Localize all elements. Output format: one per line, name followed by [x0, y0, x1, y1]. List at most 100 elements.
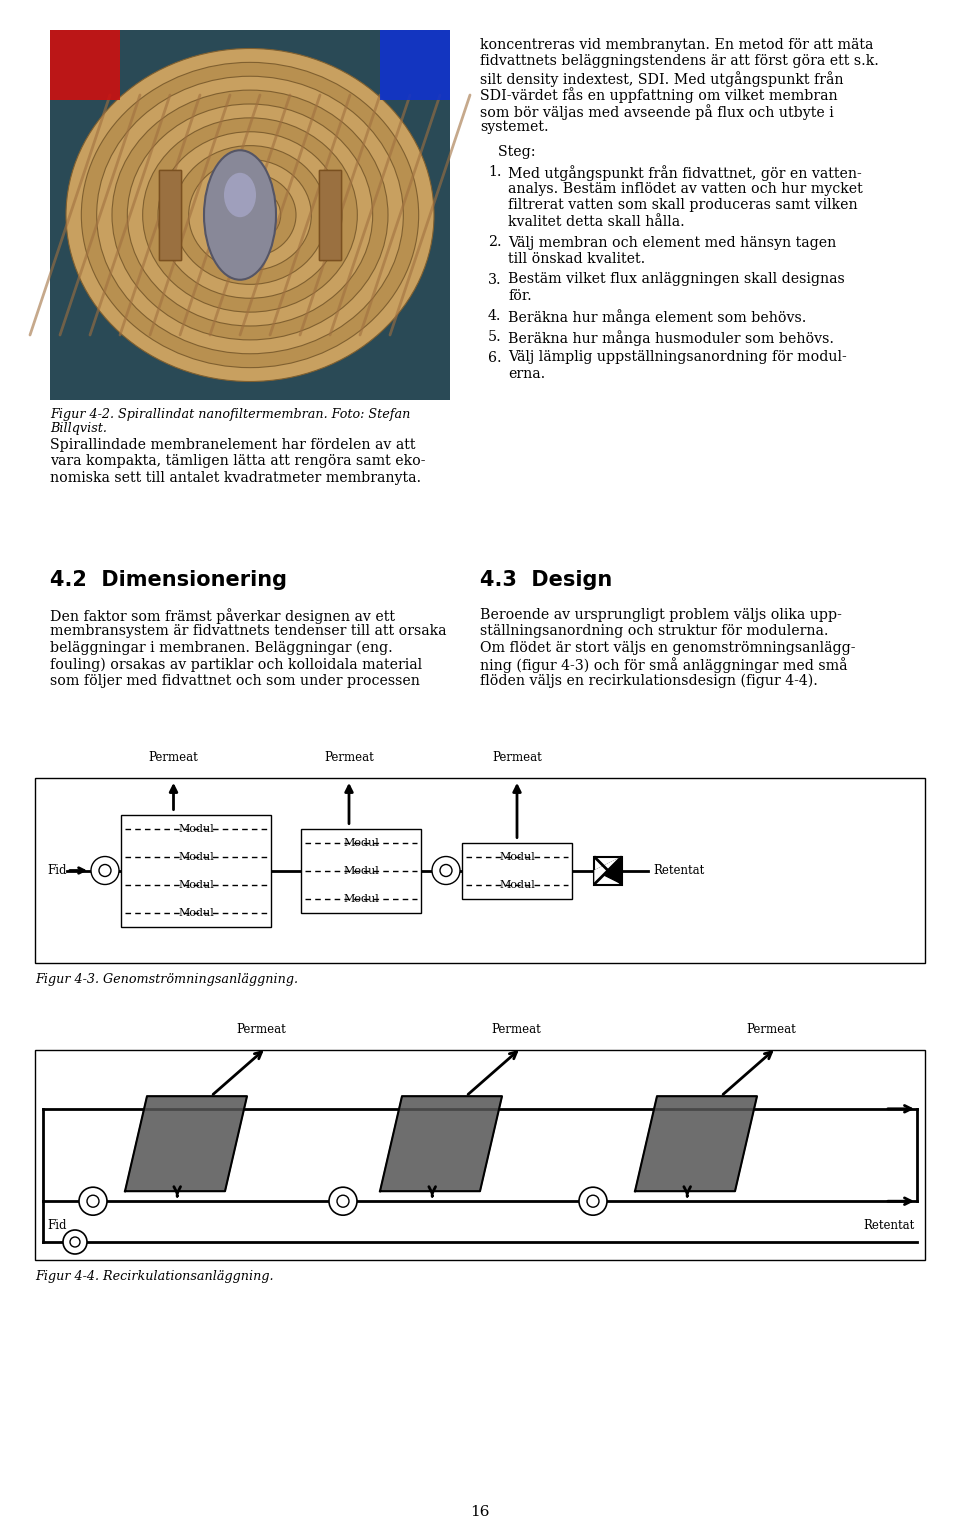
Text: filtrerat vatten som skall produceras samt vilken: filtrerat vatten som skall produceras sa… — [508, 198, 857, 212]
Text: 5.: 5. — [488, 331, 502, 344]
Polygon shape — [319, 171, 341, 261]
Text: fidvattnets beläggningstendens är att först göra ett s.k.: fidvattnets beläggningstendens är att fö… — [480, 55, 878, 69]
Text: Bestäm vilket flux anläggningen skall designas: Bestäm vilket flux anläggningen skall de… — [508, 273, 845, 287]
Circle shape — [87, 1195, 99, 1207]
Ellipse shape — [204, 174, 296, 256]
Text: Permeat: Permeat — [236, 1023, 286, 1036]
Polygon shape — [159, 171, 181, 261]
Circle shape — [63, 1230, 87, 1254]
Text: Fid: Fid — [47, 1219, 66, 1233]
Ellipse shape — [189, 160, 311, 270]
Ellipse shape — [143, 117, 357, 312]
Bar — [50, 30, 450, 399]
Text: Steg:: Steg: — [480, 145, 536, 158]
Bar — [35, 1050, 925, 1260]
Text: 6.: 6. — [488, 351, 502, 364]
Text: Fid: Fid — [47, 864, 66, 876]
Circle shape — [440, 864, 452, 876]
Text: 1.: 1. — [488, 166, 501, 180]
Ellipse shape — [128, 104, 372, 326]
Text: erna.: erna. — [508, 367, 545, 381]
Text: koncentreras vid membranytan. En metod för att mäta: koncentreras vid membranytan. En metod f… — [480, 38, 874, 52]
Polygon shape — [380, 1096, 502, 1192]
Ellipse shape — [112, 90, 388, 340]
Text: analys. Bestäm inflödet av vatten och hur mycket: analys. Bestäm inflödet av vatten och hu… — [508, 181, 863, 197]
Text: Beroende av ursprungligt problem väljs olika upp-: Beroende av ursprungligt problem väljs o… — [480, 608, 842, 622]
Text: ning (figur 4-3) och för små anläggningar med små: ning (figur 4-3) och för små anläggninga… — [480, 657, 848, 674]
Text: för.: för. — [508, 290, 532, 303]
Text: Om flödet är stort väljs en genomströmningsanlägg-: Om flödet är stort väljs en genomströmni… — [480, 642, 855, 655]
Text: Figur 4-4. Recirkulationsanläggning.: Figur 4-4. Recirkulationsanläggning. — [35, 1269, 274, 1283]
Text: Modul: Modul — [343, 866, 379, 875]
Text: 4.: 4. — [488, 309, 501, 323]
Circle shape — [579, 1187, 607, 1215]
Text: Modul: Modul — [343, 838, 379, 847]
Circle shape — [432, 856, 460, 884]
Text: Figur 4-3. Genomströmningsanläggning.: Figur 4-3. Genomströmningsanläggning. — [35, 972, 298, 986]
Text: 3.: 3. — [488, 273, 502, 287]
Text: Välj membran och element med hänsyn tagen: Välj membran och element med hänsyn tage… — [508, 236, 836, 250]
Text: Permeat: Permeat — [149, 751, 199, 764]
Bar — [50, 30, 120, 101]
Ellipse shape — [82, 62, 419, 367]
Text: Permeat: Permeat — [746, 1023, 796, 1036]
Ellipse shape — [158, 131, 342, 299]
Text: Beräkna hur många husmoduler som behövs.: Beräkna hur många husmoduler som behövs. — [508, 331, 834, 346]
Bar — [301, 829, 421, 913]
Text: Modul: Modul — [179, 907, 214, 917]
Text: flöden väljs en recirkulationsdesign (figur 4-4).: flöden väljs en recirkulationsdesign (fi… — [480, 674, 818, 689]
Polygon shape — [319, 171, 341, 261]
Text: Modul: Modul — [179, 852, 214, 861]
Text: till önskad kvalitet.: till önskad kvalitet. — [508, 251, 645, 267]
Polygon shape — [595, 858, 621, 884]
Text: kvalitet detta skall hålla.: kvalitet detta skall hålla. — [508, 215, 684, 229]
Text: Permeat: Permeat — [324, 751, 373, 764]
Text: ställningsanordning och struktur för modulerna.: ställningsanordning och struktur för mod… — [480, 625, 828, 639]
Ellipse shape — [97, 76, 403, 354]
Text: Modul: Modul — [499, 852, 535, 861]
Text: 4.3  Design: 4.3 Design — [480, 570, 612, 590]
Text: Figur 4-2. Spirallindat nanofiltermembran. Foto: Stefan: Figur 4-2. Spirallindat nanofiltermembra… — [50, 408, 410, 421]
Ellipse shape — [219, 187, 280, 242]
Polygon shape — [125, 1096, 247, 1192]
Text: membransystem är fidvattnets tendenser till att orsaka: membransystem är fidvattnets tendenser t… — [50, 625, 446, 639]
Text: 4.2  Dimensionering: 4.2 Dimensionering — [50, 570, 287, 590]
Text: Permeat: Permeat — [492, 751, 541, 764]
Bar — [35, 777, 925, 963]
Text: 2.: 2. — [488, 236, 502, 250]
Text: Permeat: Permeat — [492, 1023, 540, 1036]
Bar — [594, 856, 622, 884]
Ellipse shape — [204, 151, 276, 280]
Text: nomiska sett till antalet kvadratmeter membranyta.: nomiska sett till antalet kvadratmeter m… — [50, 471, 421, 485]
Text: Modul: Modul — [179, 879, 214, 890]
Ellipse shape — [224, 172, 256, 218]
Text: som följer med fidvattnet och som under processen: som följer med fidvattnet och som under … — [50, 674, 420, 687]
Text: Modul: Modul — [179, 823, 214, 834]
Bar — [121, 814, 271, 927]
Text: beläggningar i membranen. Beläggningar (eng.: beläggningar i membranen. Beläggningar (… — [50, 642, 393, 655]
Text: SDI-värdet fås en uppfattning om vilket membran: SDI-värdet fås en uppfattning om vilket … — [480, 87, 838, 104]
Circle shape — [99, 864, 111, 876]
Circle shape — [337, 1195, 349, 1207]
Circle shape — [79, 1187, 107, 1215]
Circle shape — [91, 856, 119, 884]
Text: Den faktor som främst påverkar designen av ett: Den faktor som främst påverkar designen … — [50, 608, 395, 623]
Circle shape — [329, 1187, 357, 1215]
Text: Modul: Modul — [499, 879, 535, 890]
Circle shape — [70, 1237, 80, 1247]
Text: silt density indextest, SDI. Med utgångspunkt från: silt density indextest, SDI. Med utgångs… — [480, 72, 844, 87]
Text: systemet.: systemet. — [480, 120, 548, 134]
Polygon shape — [159, 171, 181, 261]
Text: Beräkna hur många element som behövs.: Beräkna hur många element som behövs. — [508, 309, 806, 326]
Text: Med utgångspunkt från fidvattnet, gör en vatten-: Med utgångspunkt från fidvattnet, gör en… — [508, 166, 862, 181]
Text: Retentat: Retentat — [864, 1219, 915, 1233]
Text: Modul: Modul — [343, 893, 379, 904]
Circle shape — [587, 1195, 599, 1207]
Text: fouling) orsakas av partiklar och kolloidala material: fouling) orsakas av partiklar och kolloi… — [50, 657, 422, 672]
Text: 16: 16 — [470, 1506, 490, 1519]
Polygon shape — [595, 858, 621, 884]
Text: som bör väljas med avseende på flux och utbyte i: som bör väljas med avseende på flux och … — [480, 104, 833, 120]
Text: Spirallindade membranelement har fördelen av att: Spirallindade membranelement har fördele… — [50, 437, 416, 453]
Text: Billqvist.: Billqvist. — [50, 422, 107, 434]
Text: Retentat: Retentat — [653, 864, 705, 876]
